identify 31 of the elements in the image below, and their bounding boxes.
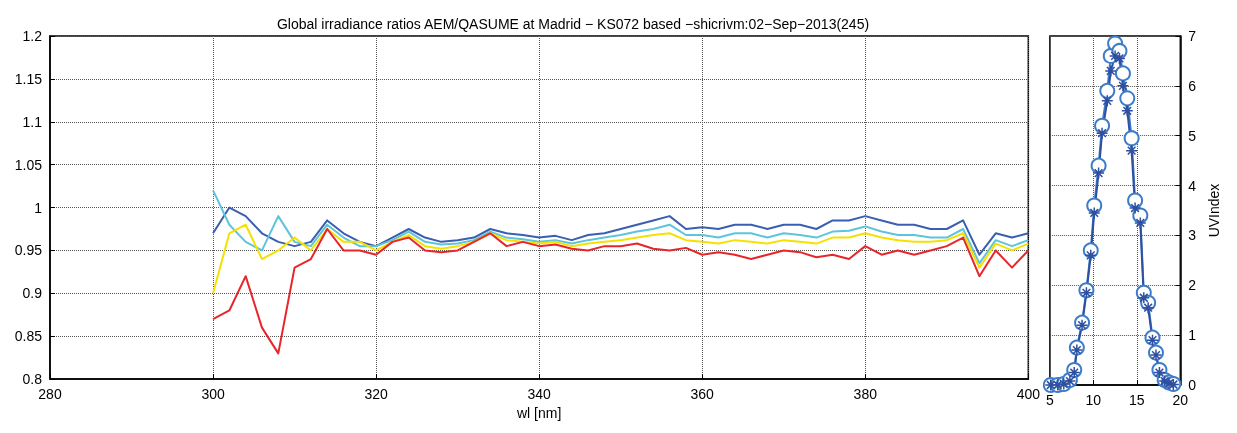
x-tick-label: 20 xyxy=(1172,392,1189,408)
x-tick-label: 15 xyxy=(1129,392,1145,408)
y2-tick-label: 0 xyxy=(1188,377,1197,393)
y-tick-label: 0.9 xyxy=(22,285,43,302)
y2-tick-label: 5 xyxy=(1188,127,1197,144)
x-tick-label: 5 xyxy=(1045,392,1054,408)
y-tick-label: 0.85 xyxy=(14,328,43,345)
y2-tick-label: 4 xyxy=(1188,177,1197,194)
y-tick-label: 1.05 xyxy=(14,156,43,173)
x-tick-label: 10 xyxy=(1085,392,1102,408)
chart-title: Global irradiance ratios AEM/QASUME at Madrid − KS072 based −shicrivm:02−Sep−2013(245) xyxy=(276,16,870,32)
y-tick-label: 1 xyxy=(34,199,43,216)
x-axis-title: wl [nm] xyxy=(515,405,562,421)
x-tick-label: 380 xyxy=(853,386,878,403)
y2-tick-label: 3 xyxy=(1188,227,1197,244)
y2-tick-label: 2 xyxy=(1188,277,1197,294)
x-tick-label: 400 xyxy=(1016,386,1041,403)
y-tick-label: 0.8 xyxy=(22,371,43,388)
y2-tick-label: 1 xyxy=(1188,327,1197,344)
x-tick-label: 340 xyxy=(527,386,552,403)
x-tick-label: 280 xyxy=(38,386,62,403)
y-tick-label: 1.2 xyxy=(22,28,43,44)
y2-axis-title: UVIndex xyxy=(1206,183,1222,238)
x-tick-label: 300 xyxy=(201,386,225,403)
x-tick-label: 360 xyxy=(690,386,715,403)
y-tick-label: 1.15 xyxy=(14,70,43,87)
y-tick-label: 1.1 xyxy=(22,113,43,130)
y-tick-label: 0.95 xyxy=(14,242,43,259)
y2-tick-label: 7 xyxy=(1188,28,1197,44)
x-tick-label: 320 xyxy=(364,386,388,403)
y2-tick-label: 6 xyxy=(1188,77,1197,94)
